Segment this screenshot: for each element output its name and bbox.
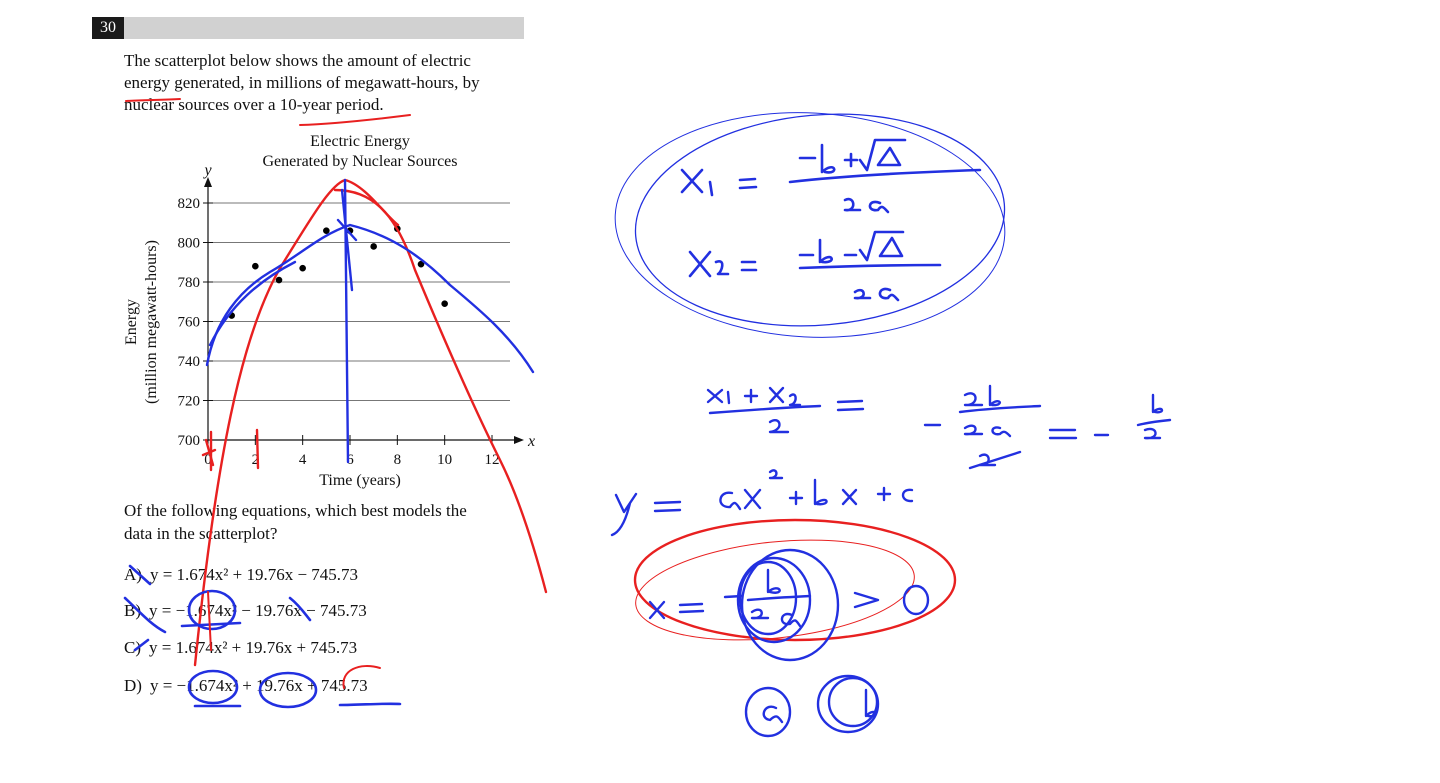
data-point xyxy=(323,227,330,234)
stem-line: nuclear sources over a 10-year period. xyxy=(124,95,384,114)
prompt-line: data in the scatterplot? xyxy=(124,524,278,543)
data-point xyxy=(441,300,448,308)
question-prompt: Of the following equations, which best m… xyxy=(124,499,524,545)
choice-letter: B) xyxy=(124,601,141,620)
data-point xyxy=(228,312,235,319)
choice-letter: A) xyxy=(124,565,142,584)
x-axis-label: Time (years) xyxy=(319,472,401,489)
prompt-line: Of the following equations, which best m… xyxy=(124,501,467,520)
x-tick-label: 2 xyxy=(252,452,260,468)
y-tick-label: 800 xyxy=(178,236,201,252)
y-tick-label: 720 xyxy=(178,394,201,410)
x-axis-name: x xyxy=(527,433,535,450)
choice-c[interactable]: C) y = 1.674x² + 19.76x + 745.73 xyxy=(124,638,357,658)
x-tick-label: 4 xyxy=(299,452,307,468)
y-tick-label: 700 xyxy=(178,433,201,449)
x-tick-label: 10 xyxy=(437,452,452,468)
chart-title-line-1: Electric Energy xyxy=(310,133,410,150)
question-number: 30 xyxy=(92,17,124,39)
choice-equation: y = 1.674x² + 19.76x − 745.73 xyxy=(149,565,359,584)
data-point xyxy=(299,264,306,272)
y-axis-label-line-1: Energy xyxy=(123,299,140,345)
x-tick-label: 12 xyxy=(485,452,500,468)
stem-line: The scatterplot below shows the amount o… xyxy=(124,51,471,70)
x-tick-label: 6 xyxy=(346,452,354,468)
question-stem: The scatterplot below shows the amount o… xyxy=(124,50,524,116)
x-tick-label: 0 xyxy=(204,452,212,468)
data-point xyxy=(346,227,354,234)
y-tick-label: 820 xyxy=(178,196,201,212)
choice-b[interactable]: B) y = −1.674x² − 19.76x − 745.73 xyxy=(124,601,367,621)
data-point xyxy=(417,260,425,268)
choice-a[interactable]: A) y = 1.674x² + 19.76x − 745.73 xyxy=(124,565,358,585)
choice-letter: C) xyxy=(124,638,141,657)
data-point xyxy=(275,276,283,284)
data-point xyxy=(370,243,377,250)
x-axis-arrow xyxy=(514,436,524,444)
y-axis-label-line-2: (million megawatt-hours) xyxy=(143,240,160,404)
choice-d[interactable]: D) y = −1.674x² + 19.76x + 745.73 xyxy=(124,676,368,696)
y-tick-label: 780 xyxy=(178,275,201,291)
data-point xyxy=(252,262,259,270)
stem-line: energy generated, in millions of megawat… xyxy=(124,73,480,92)
question-header-bar: 30 xyxy=(92,17,524,39)
y-axis-name: y xyxy=(202,162,212,179)
choice-equation: y = −1.674x² − 19.76x − 745.73 xyxy=(149,601,367,620)
choice-equation: y = 1.674x² + 19.76x + 745.73 xyxy=(149,638,358,657)
choice-letter: D) xyxy=(124,676,142,695)
data-point xyxy=(394,225,401,232)
y-tick-label: 760 xyxy=(178,315,201,331)
chart-title-line-2: Generated by Nuclear Sources xyxy=(262,153,458,170)
choice-equation: y = −1.674x² + 19.76x + 745.73 xyxy=(149,676,368,695)
x-tick-label: 8 xyxy=(394,452,402,468)
y-tick-label: 740 xyxy=(178,354,201,370)
